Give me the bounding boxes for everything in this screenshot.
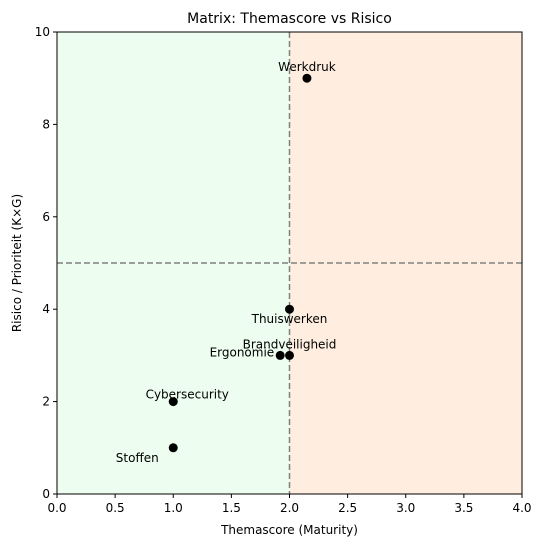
y-tick-label: 0 (42, 487, 50, 501)
x-tick-label: 2.5 (338, 501, 357, 515)
high-maturity-region (289, 32, 522, 494)
y-axis-ticks: 0 2 4 6 8 10 (35, 25, 57, 501)
x-tick-label: 0.5 (106, 501, 125, 515)
x-tick-label: 4.0 (512, 501, 531, 515)
y-axis-label: Risico / Prioriteit (K×G) (10, 194, 24, 332)
data-point (168, 397, 178, 407)
low-maturity-region (57, 32, 290, 494)
data-point-labels: Werkdruk Thuiswerken BrandveiligheidErgono… (116, 60, 337, 465)
x-tick-label: 1.5 (222, 501, 241, 515)
y-tick-label: 8 (42, 117, 50, 131)
x-tick-label: 2.0 (280, 501, 299, 515)
data-point (285, 304, 294, 314)
y-tick-label: 10 (35, 25, 50, 39)
data-point-label: Ergonomie (210, 345, 275, 359)
data-point-label: Thuiswerken (251, 312, 328, 326)
x-tick-label: 1.0 (164, 501, 183, 515)
data-points (168, 73, 312, 453)
chart-title: Matrix: Themascore vs Risico (187, 11, 392, 27)
data-point (168, 443, 178, 453)
data-point (285, 350, 294, 360)
data-point-label: Werkdruk (278, 60, 336, 74)
x-tick-label: 3.0 (396, 501, 415, 515)
data-point (302, 73, 312, 83)
data-point (275, 350, 285, 360)
y-tick-label: 6 (42, 210, 50, 224)
x-axis-ticks: 0.0 0.5 1.0 1.5 2.0 2.5 3.0 3.5 4.0 (47, 494, 532, 515)
x-tick-label: 0.0 (47, 501, 66, 515)
threshold-lines (57, 32, 522, 494)
x-axis-label: Themascore (Maturity) (220, 523, 358, 537)
y-tick-label: 2 (42, 395, 50, 409)
data-point-label: Brandveiligheid (243, 337, 337, 351)
x-tick-label: 3.5 (454, 501, 473, 515)
data-point-label: Stoffen (116, 451, 159, 465)
y-tick-label: 4 (42, 302, 50, 316)
data-point-label: Cybersecurity (146, 388, 229, 402)
